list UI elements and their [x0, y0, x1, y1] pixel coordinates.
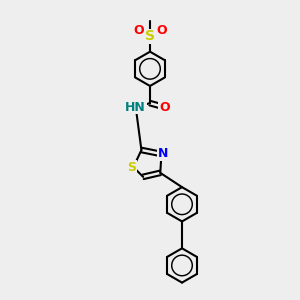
Text: HN: HN: [125, 100, 146, 114]
Text: S: S: [127, 160, 136, 174]
Text: O: O: [156, 24, 167, 37]
Text: O: O: [133, 24, 144, 37]
Text: N: N: [158, 147, 168, 160]
Text: O: O: [159, 100, 169, 114]
Text: S: S: [145, 29, 155, 43]
